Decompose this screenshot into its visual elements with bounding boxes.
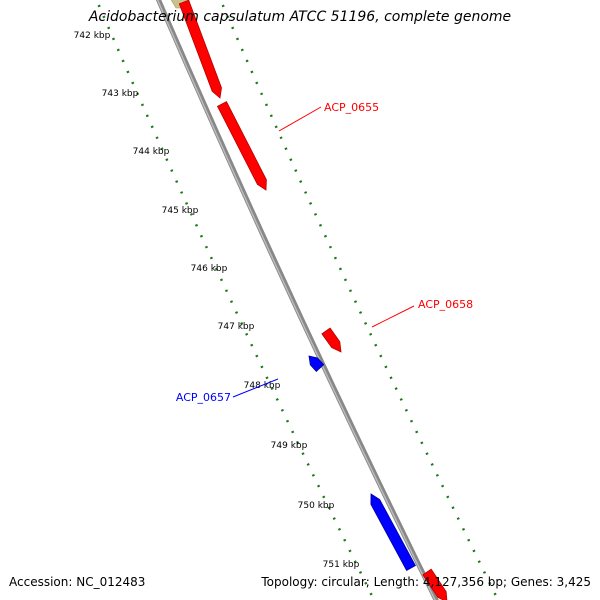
ruler-tick-label: 749 kbp [271,441,308,451]
gene-label-acp0658[interactable]: ACP_0658 [418,298,473,311]
gene-feature-arrow[interactable] [216,101,267,191]
genome-backbone-highlight [156,0,436,600]
gene-label-leader-acp0658 [371,305,415,328]
ruler-tick-label: 744 kbp [133,147,170,157]
ruler-tick-label: 742 kbp [74,31,111,41]
ruler-tick-label: 743 kbp [102,89,139,99]
gene-label-acp0655[interactable]: ACP_0655 [324,101,379,114]
ruler-tick-label: 748 kbp [244,381,281,391]
gene-label-acp0657[interactable]: ACP_0657 [176,391,231,404]
ruler-tick-label: 747 kbp [218,322,255,332]
ruler-tick-label: 746 kbp [191,264,228,274]
map-title: Acidobacterium capsulatum ATCC 51196, co… [88,9,512,25]
gene-label-leader-acp0655 [278,106,322,132]
gene-feature-arrow[interactable] [321,327,342,353]
ruler-labels: 742 kbp 743 kbp 744 kbp 745 kbp 746 kbp … [74,31,360,570]
gene-label-leader-acp0657 [232,378,279,398]
accession-label: Accession: NC_012483 [9,575,146,589]
genome-backbone [155,0,439,600]
genome-summary: Topology: circular; Length: 4,127,356 bp… [261,575,591,589]
gene-feature-arrow[interactable] [178,0,222,99]
ruler-tick-label: 751 kbp [323,560,360,570]
ruler-tick-label: 750 kbp [298,501,335,511]
ruler-tick-label: 745 kbp [162,206,199,216]
gene-feature-arrow[interactable] [422,568,448,600]
gene-feature-arrow[interactable] [370,493,416,571]
feature-layer [178,0,448,600]
gene-feature-arrow[interactable] [308,355,325,372]
